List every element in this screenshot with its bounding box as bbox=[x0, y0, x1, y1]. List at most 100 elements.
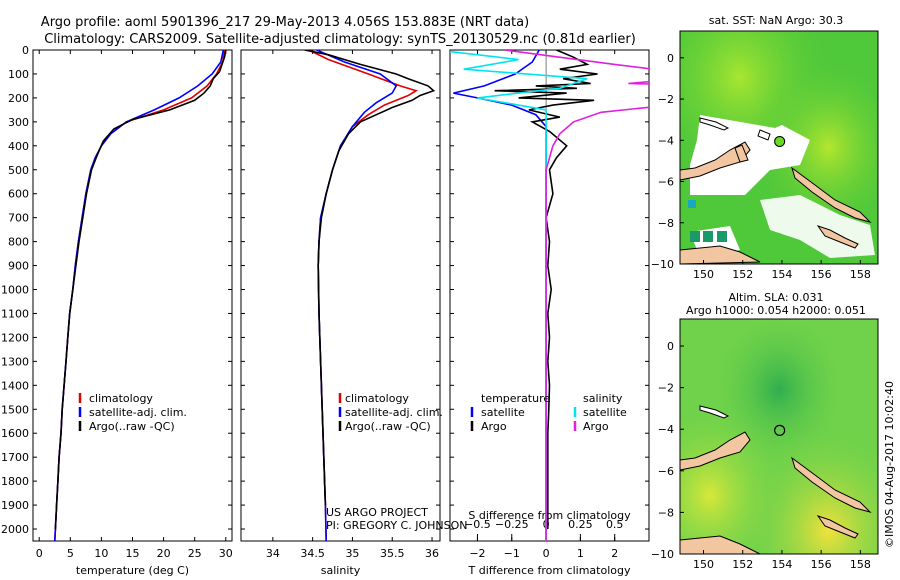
map-x-tick-label: 150 bbox=[693, 268, 714, 281]
series-line-argo-raw-qc bbox=[304, 50, 436, 506]
y-tick-label: 200 bbox=[8, 92, 29, 105]
land-island bbox=[734, 144, 749, 163]
imos-stamp: ©IMOS 04-Aug-2017 10:02:40 bbox=[883, 381, 896, 548]
y-tick-label: 900 bbox=[8, 260, 29, 273]
legend-label-t-argo: Argo bbox=[481, 420, 507, 433]
y-tick-label: 500 bbox=[8, 164, 29, 177]
sst-missing-area bbox=[690, 115, 810, 195]
map-x-tick-label: 152 bbox=[732, 558, 753, 571]
x-tick-label: −2 bbox=[469, 547, 485, 560]
map-x-tick-label: 154 bbox=[771, 268, 792, 281]
legend-label-argo: Argo(..raw -QC) bbox=[89, 420, 175, 433]
plot-frame bbox=[32, 49, 233, 542]
land-solomon bbox=[816, 515, 859, 539]
legend-label-climatology: climatology bbox=[345, 392, 409, 405]
land-solomon bbox=[816, 225, 859, 249]
land-islet bbox=[699, 405, 730, 419]
sst-cool-cell bbox=[703, 231, 713, 242]
land-papuan-peninsula bbox=[680, 245, 761, 264]
map-x-tick-label: 150 bbox=[693, 558, 714, 571]
y-tick-label: 1300 bbox=[1, 355, 29, 368]
y-tick-label: 1800 bbox=[1, 475, 29, 488]
legend-label-satellite: satellite-adj. clim. bbox=[89, 406, 187, 419]
series-line-climatology bbox=[54, 50, 226, 541]
map-y-tick-label: 0 bbox=[667, 340, 674, 353]
sla-map-title2: Argo h1000: 0.054 h2000: 0.051 bbox=[686, 304, 866, 317]
sst-cool-cell bbox=[690, 231, 700, 242]
land-new-guinea bbox=[680, 431, 751, 471]
x-tick-label: 25 bbox=[188, 547, 202, 560]
series-group bbox=[304, 50, 436, 541]
y-tick-label: 1500 bbox=[1, 403, 29, 416]
map-y-tick-label: −10 bbox=[651, 548, 674, 561]
map-y-tick-label: −4 bbox=[658, 423, 674, 436]
x-tick-label-salinity: −0.5 bbox=[464, 518, 491, 531]
x-axis-label-salinity: S difference from climatology bbox=[468, 509, 631, 522]
y-tick-label: 400 bbox=[8, 140, 29, 153]
legend-label-argo: Argo(..raw -QC) bbox=[345, 420, 431, 433]
x-tick-label: 15 bbox=[126, 547, 140, 560]
x-tick-label: 34.5 bbox=[300, 547, 325, 560]
map-y-tick-label: −4 bbox=[658, 134, 674, 147]
x-axis-label: temperature (deg C) bbox=[76, 564, 189, 577]
x-tick-label: 34 bbox=[266, 547, 280, 560]
map-y-tick-label: −8 bbox=[658, 506, 674, 519]
y-tick-label: 100 bbox=[8, 68, 29, 81]
salinity-panel: 34 34.5 35 35.5 36 salinity bbox=[240, 49, 441, 577]
map-y-tick-label: −8 bbox=[658, 217, 674, 230]
y-tick-label: 300 bbox=[8, 116, 29, 129]
x-tick-label: 10 bbox=[94, 547, 108, 560]
land-islet bbox=[757, 129, 771, 141]
x-tick-label: 5 bbox=[67, 547, 74, 560]
x-tick-label: 0 bbox=[36, 547, 43, 560]
header-line1: Argo profile: aoml 5901396_217 29-May-20… bbox=[41, 15, 529, 30]
land-islet bbox=[699, 117, 730, 131]
sla-map-axes: 150 152 154 156 158 0 −2 −4 −6 −8 −10 bbox=[651, 340, 871, 571]
y-tick-label: 0 bbox=[22, 44, 29, 57]
series-group bbox=[450, 50, 649, 541]
y-tick-label: 1400 bbox=[1, 379, 29, 392]
x-tick-label: 30 bbox=[219, 547, 233, 560]
legend-title-temperature: temperature bbox=[481, 392, 550, 405]
sla-map-frame bbox=[679, 318, 879, 555]
legend-label-s-argo: Argo bbox=[583, 420, 609, 433]
series-line-salinity-argo bbox=[504, 50, 649, 541]
land-new-guinea bbox=[680, 141, 751, 181]
credit-pi: PI: GREGORY C. JOHNSON bbox=[326, 519, 467, 532]
y-tick-label: 1100 bbox=[1, 307, 29, 320]
map-x-tick-label: 156 bbox=[811, 268, 832, 281]
y-tick-label: 1600 bbox=[1, 427, 29, 440]
series-line-temperature-argo bbox=[494, 50, 598, 529]
map-y-tick-label: −2 bbox=[658, 382, 674, 395]
legend-title-salinity: salinity bbox=[583, 392, 623, 405]
map-y-tick-label: −6 bbox=[658, 176, 674, 189]
map-y-tick-label: 0 bbox=[667, 52, 674, 65]
map-y-tick-label: −10 bbox=[651, 258, 674, 271]
plot-frame bbox=[240, 49, 441, 542]
y-tick-label: 800 bbox=[8, 236, 29, 249]
sla-map-title1: Altim. SLA: 0.031 bbox=[728, 291, 823, 304]
sst-map-frame bbox=[679, 30, 879, 265]
y-tick-label: 1000 bbox=[1, 284, 29, 297]
difference-legend: temperature satellite Argo salinity sate… bbox=[470, 392, 627, 433]
map-x-tick-label: 154 bbox=[771, 558, 792, 571]
map-y-tick-label: −6 bbox=[658, 465, 674, 478]
sst-cool-cell bbox=[688, 200, 696, 208]
legend-label-s-satellite: satellite bbox=[583, 406, 627, 419]
map-x-tick-label: 158 bbox=[850, 558, 871, 571]
x-tick-label: −1 bbox=[504, 547, 520, 560]
map-x-tick-label: 158 bbox=[850, 268, 871, 281]
plot-frame bbox=[449, 49, 650, 542]
series-line-argo-raw-qc bbox=[54, 50, 227, 530]
x-tick-label: 2 bbox=[611, 547, 618, 560]
temperature-panel: 0100200300400500600700800900100011001200… bbox=[1, 44, 233, 577]
header-line2: Climatology: CARS2009. Satellite-adjuste… bbox=[44, 32, 636, 47]
land-papuan-peninsula bbox=[680, 535, 761, 554]
x-axis-label: T difference from climatology bbox=[468, 564, 631, 577]
argo-position-marker bbox=[774, 135, 786, 147]
argo-position-marker bbox=[774, 424, 786, 436]
land-new-britain bbox=[791, 456, 872, 513]
y-tick-label: 600 bbox=[8, 188, 29, 201]
x-tick-label: 20 bbox=[157, 547, 171, 560]
